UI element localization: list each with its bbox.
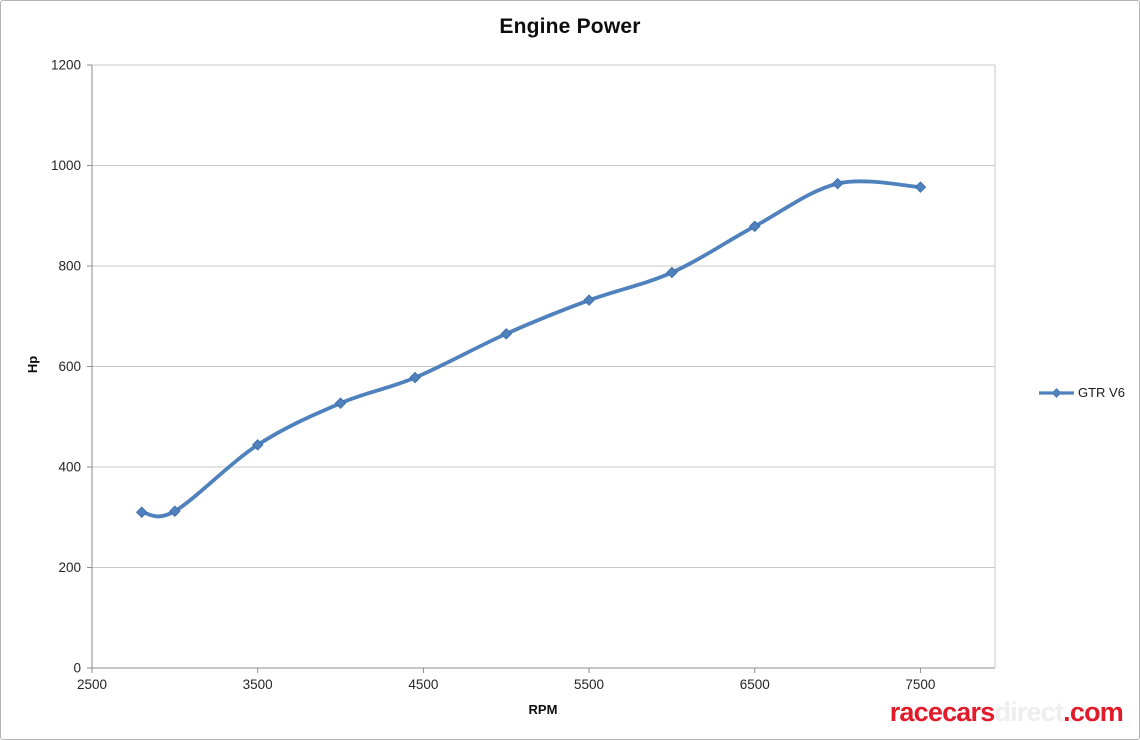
y-tick-label-400: 400 (58, 460, 81, 475)
watermark-racecarsdirect: racecarsdirect.com (889, 697, 1124, 728)
y-tick-label-0: 0 (73, 661, 81, 676)
x-tick-label-5500: 5500 (574, 677, 604, 692)
data-point-marker-6000 (666, 266, 678, 279)
x-tick-label-6500: 6500 (740, 677, 770, 692)
data-point-marker-7500 (914, 181, 927, 193)
y-tick-label-1200: 1200 (51, 58, 81, 73)
data-point-marker-3500 (251, 439, 264, 451)
y-tick-label-1000: 1000 (51, 158, 81, 173)
x-tick-label-4500: 4500 (408, 677, 438, 692)
legend: GTR V6 (1038, 385, 1125, 400)
data-point-marker-4450 (409, 371, 421, 384)
data-point-marker-2800 (135, 506, 148, 518)
series-line (139, 179, 923, 519)
data-point-marker-3000 (169, 505, 181, 517)
legend-label: GTR V6 (1078, 385, 1125, 400)
data-point-marker-5500 (583, 294, 595, 306)
x-tick-label-7500: 7500 (905, 677, 935, 692)
y-tick-label-600: 600 (58, 359, 81, 374)
x-tick-label-2500: 2500 (77, 677, 107, 692)
chart-title: Engine Power (499, 15, 641, 38)
legend-line-marker-icon (1039, 387, 1074, 398)
data-point-marker-7000 (831, 177, 844, 190)
watermark-dotcom-text: .com (1063, 697, 1124, 727)
y-tick-label-200: 200 (58, 560, 81, 575)
y-axis-title: Hp (25, 355, 41, 374)
x-tick-label-3500: 3500 (243, 677, 273, 692)
data-point-marker-4000 (334, 397, 347, 409)
data-point-marker-5000 (500, 328, 512, 340)
watermark-direct-text: direct (994, 697, 1064, 727)
y-tick-label-800: 800 (58, 259, 81, 274)
x-axis-title: RPM (528, 702, 558, 717)
watermark-racecars-text: racecars (889, 697, 996, 727)
data-point-marker-6500 (748, 220, 761, 233)
